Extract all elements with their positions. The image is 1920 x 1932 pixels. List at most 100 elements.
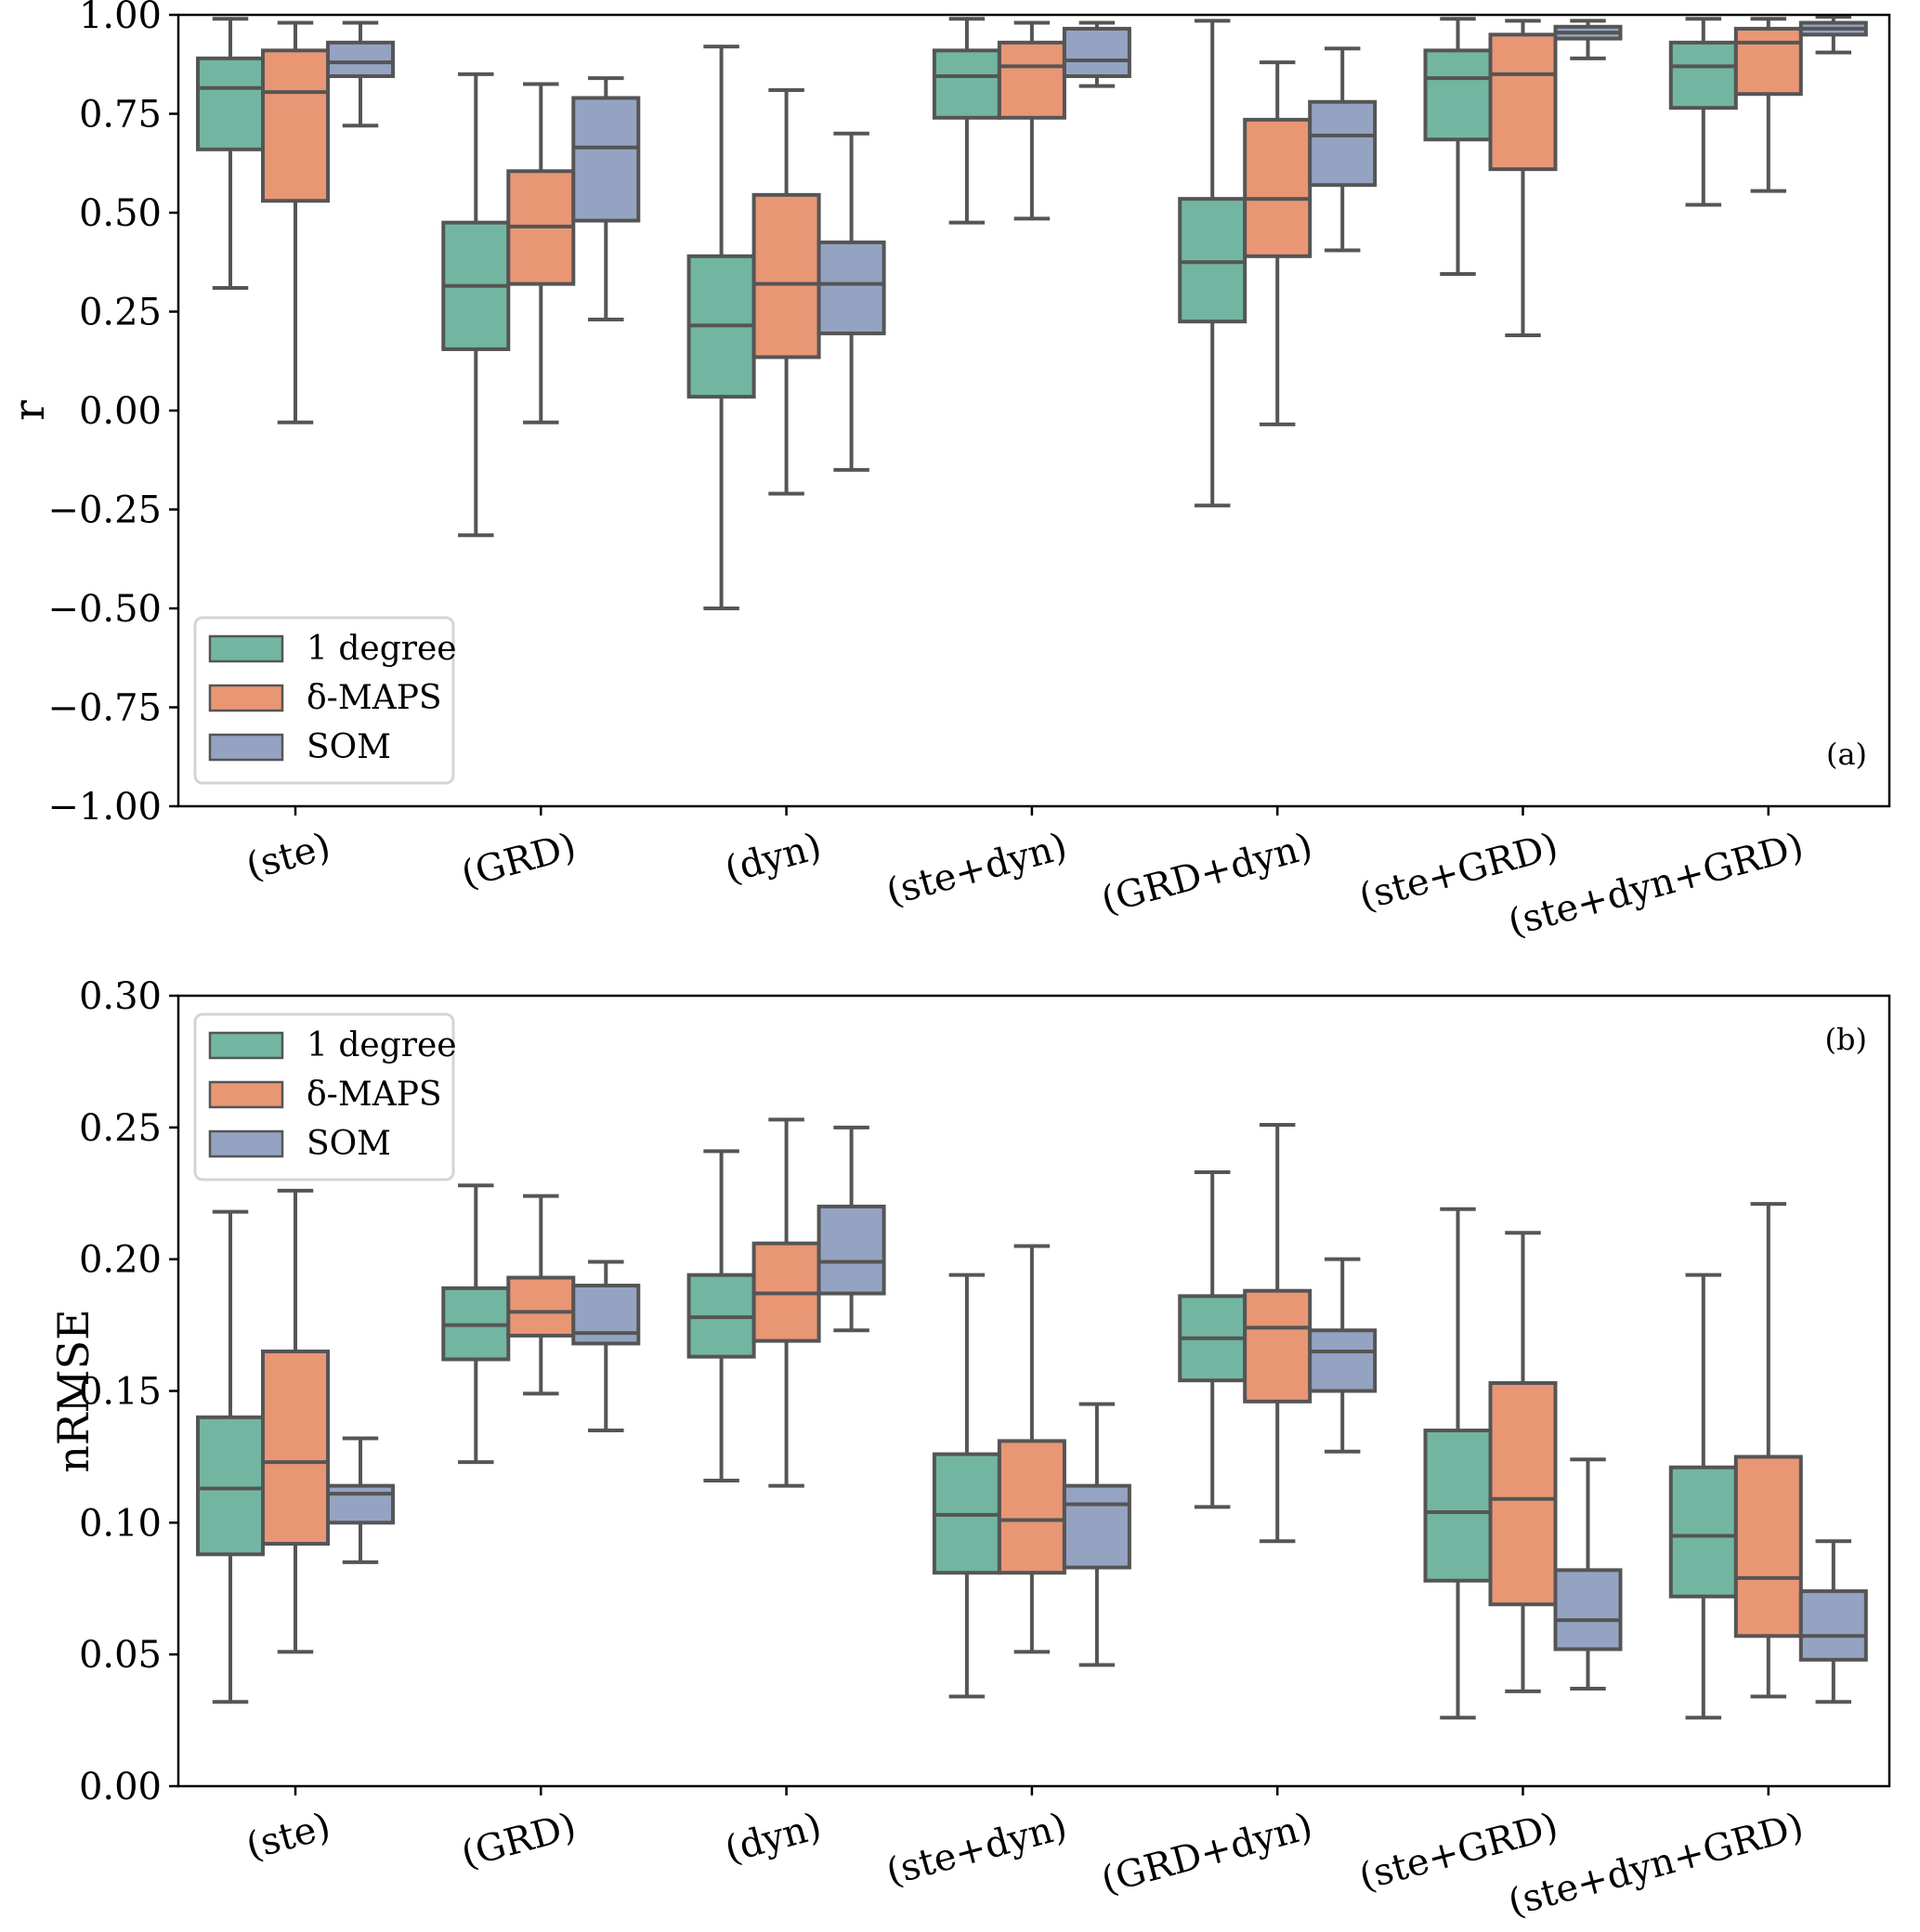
- box-iqr: [1488, 33, 1558, 172]
- box-nrmse-6-0: [1668, 1273, 1738, 1720]
- box-r-1-2: [571, 76, 641, 322]
- box-nrmse-1-2: [571, 1260, 641, 1433]
- box-nrmse-4-1: [1243, 1122, 1313, 1544]
- legend-label-0: 1 degree: [307, 630, 457, 668]
- box-nrmse-1-1: [506, 1194, 576, 1396]
- box-nrmse-6-1: [1733, 1202, 1803, 1699]
- box-r-1-0: [441, 72, 511, 538]
- legend-swatch-2: [208, 1129, 284, 1158]
- y-tick-label: 0.25: [79, 292, 162, 334]
- y-axis-label: r: [4, 400, 54, 421]
- y-tick-label: −0.50: [47, 588, 162, 631]
- box-r-2-1: [751, 87, 821, 496]
- legend-swatch-0: [208, 634, 284, 663]
- box-iqr: [997, 1439, 1066, 1575]
- box-r-1-1: [506, 82, 576, 424]
- box-iqr: [1553, 1568, 1623, 1651]
- box-iqr: [1308, 1328, 1378, 1393]
- box-nrmse-0-1: [261, 1188, 330, 1654]
- legend: 1 degree δ-MAPS SOM: [193, 1012, 457, 1181]
- y-tick-label: 0.15: [79, 1371, 162, 1414]
- box-nrmse-3-1: [997, 1244, 1066, 1654]
- box-iqr: [261, 1349, 330, 1547]
- legend-swatch-2: [208, 733, 284, 762]
- legend-label-1: δ-MAPS: [307, 679, 442, 717]
- box-iqr: [1178, 197, 1247, 324]
- box-iqr: [751, 192, 821, 359]
- x-tick-label: (ste): [242, 1805, 334, 1868]
- box-r-6-1: [1733, 17, 1803, 193]
- legend-swatch-0: [208, 1031, 284, 1060]
- legend-swatch-1: [208, 1080, 284, 1109]
- box-iqr: [261, 48, 330, 203]
- box-nrmse-3-0: [932, 1273, 1001, 1699]
- box-r-4-2: [1308, 46, 1378, 253]
- x-tick-label: (ste+dyn): [882, 1805, 1071, 1894]
- box-iqr: [571, 96, 641, 223]
- x-tick-label: (GRD+dyn): [1097, 825, 1317, 922]
- box-iqr: [1423, 48, 1493, 142]
- y-tick-label: 0.10: [79, 1502, 162, 1545]
- x-tick-label: (GRD+dyn): [1097, 1805, 1317, 1902]
- y-tick-label: 1.00: [79, 0, 162, 37]
- x-tick-label: (dyn): [721, 1805, 827, 1872]
- legend: 1 degree δ-MAPS SOM: [193, 616, 457, 785]
- box-r-3-0: [932, 17, 1001, 225]
- panel-label: (b): [1825, 1022, 1867, 1057]
- y-axis-label: nRMSE: [48, 1309, 98, 1472]
- box-nrmse-5-0: [1423, 1207, 1493, 1720]
- legend-swatch-1: [208, 684, 284, 712]
- box-iqr: [816, 1204, 886, 1296]
- box-iqr: [196, 56, 265, 151]
- box-iqr: [1488, 1380, 1558, 1607]
- box-iqr: [326, 1483, 395, 1525]
- legend-label-2: SOM: [307, 728, 391, 766]
- box-iqr: [997, 40, 1066, 120]
- box-nrmse-5-2: [1553, 1457, 1623, 1691]
- box-iqr: [1062, 1483, 1131, 1570]
- legend-label-2: SOM: [307, 1125, 391, 1163]
- box-nrmse-6-2: [1798, 1539, 1868, 1704]
- x-tick-label: (ste): [242, 825, 334, 888]
- box-nrmse-0-0: [196, 1209, 265, 1704]
- box-iqr: [1308, 99, 1378, 188]
- y-tick-label: 0.25: [79, 1107, 162, 1150]
- box-nrmse-2-2: [816, 1125, 886, 1333]
- box-r-4-0: [1178, 19, 1247, 508]
- box-r-5-1: [1488, 19, 1558, 338]
- box-r-5-0: [1423, 17, 1493, 277]
- box-iqr: [1798, 1589, 1868, 1662]
- panel-a-correlation: −1.00 −0.75 −0.50 −0.25 0.00 0.25 0.50 0.75 1.00…: [4, 0, 1891, 945]
- y-tick-label: 0.00: [79, 390, 162, 433]
- box-nrmse-0-2: [326, 1436, 395, 1564]
- box-r-0-2: [326, 20, 395, 128]
- box-iqr: [326, 40, 395, 79]
- box-iqr: [816, 240, 886, 335]
- box-nrmse-1-0: [441, 1183, 511, 1465]
- y-tick-label: 0.75: [79, 94, 162, 137]
- box-iqr: [1243, 1288, 1313, 1403]
- box-r-5-2: [1553, 19, 1623, 60]
- box-iqr: [1062, 26, 1131, 79]
- box-nrmse-2-1: [751, 1117, 821, 1488]
- box-r-2-0: [686, 45, 756, 610]
- box-nrmse-5-1: [1488, 1231, 1558, 1693]
- box-nrmse-2-0: [686, 1149, 756, 1482]
- box-iqr: [1423, 1429, 1493, 1583]
- y-tick-label: 0.50: [79, 192, 162, 235]
- y-tick-label: 0.00: [79, 1766, 162, 1808]
- box-r-0-1: [261, 20, 330, 424]
- box-r-6-0: [1668, 17, 1738, 207]
- x-tick-label: (dyn): [721, 825, 827, 892]
- box-iqr: [196, 1415, 265, 1557]
- box-nrmse-3-2: [1062, 1402, 1131, 1667]
- box-r-3-1: [997, 20, 1066, 221]
- y-tick-label: −1.00: [47, 786, 162, 829]
- box-iqr: [1668, 40, 1738, 111]
- box-iqr: [1243, 117, 1313, 258]
- box-iqr: [1668, 1465, 1738, 1599]
- panel-b-nrmse: 0.00 0.05 0.10 0.15 0.20 0.25 0.30 (ste) (GRD) (d…: [48, 975, 1891, 1925]
- box-iqr: [1733, 1455, 1803, 1638]
- box-iqr: [1733, 26, 1803, 97]
